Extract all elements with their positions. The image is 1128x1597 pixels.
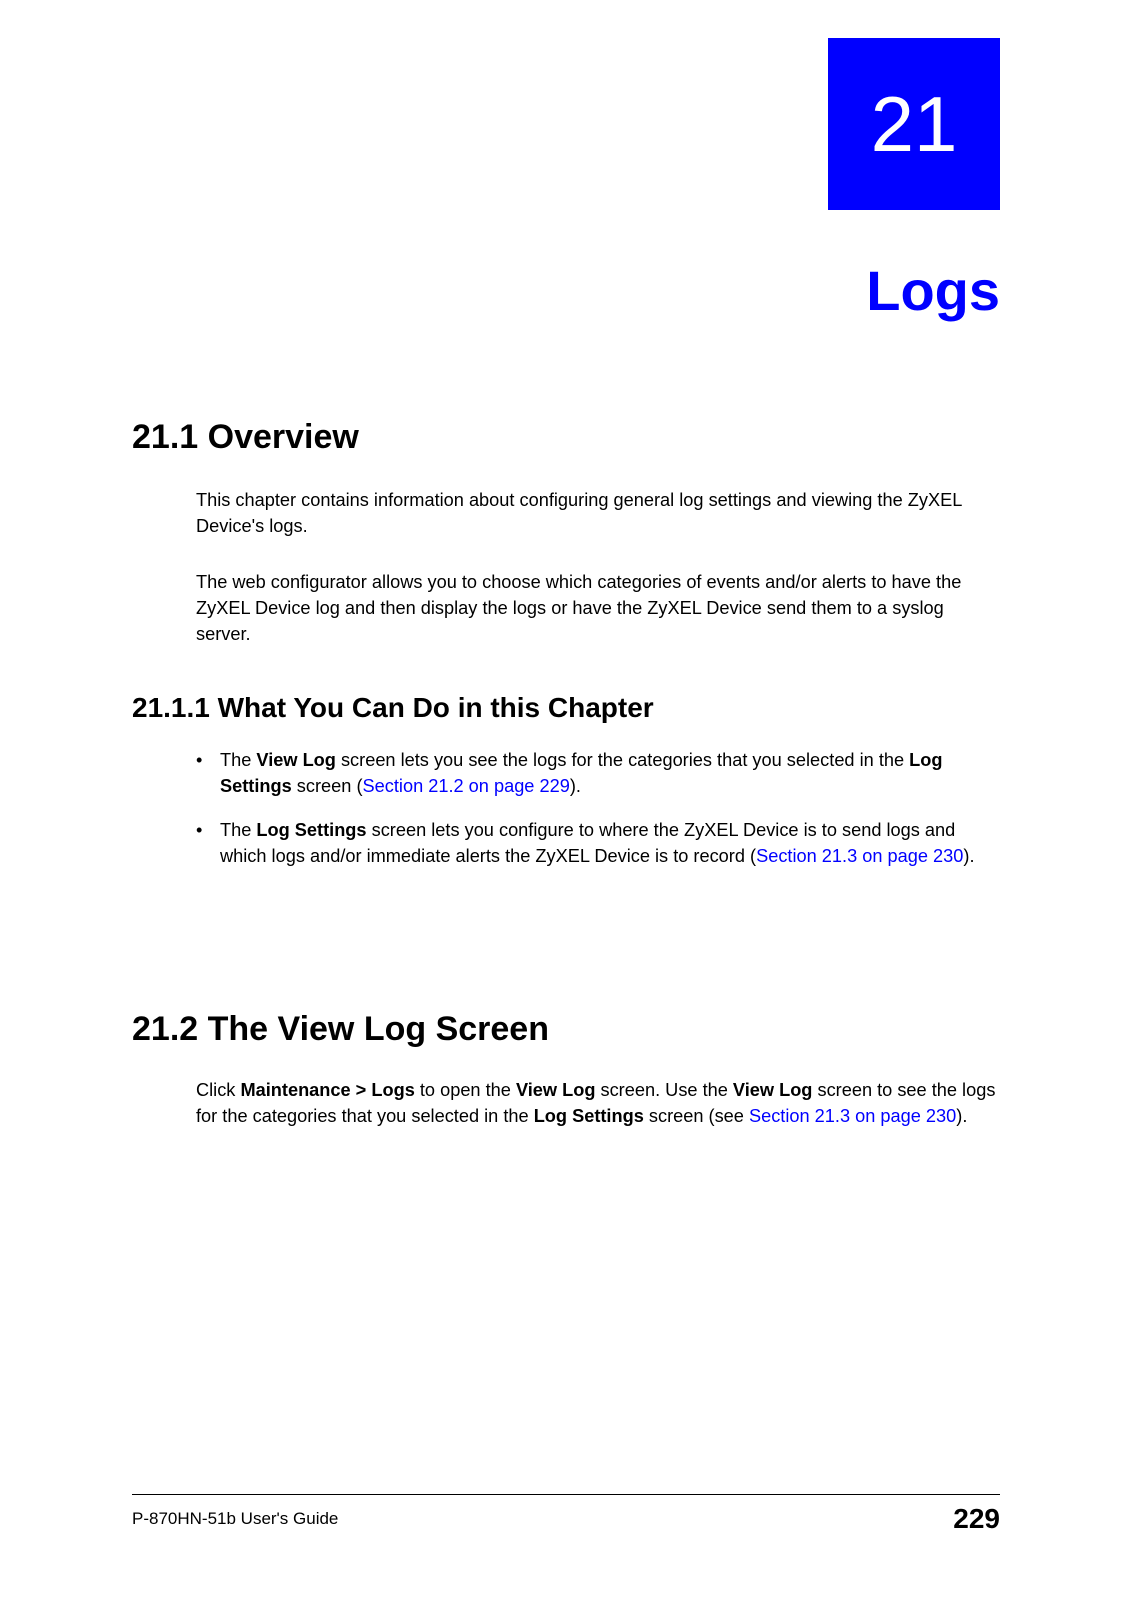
list-item: The Log Settings screen lets you configu… — [196, 818, 996, 870]
text: ). — [956, 1106, 967, 1126]
chapter-number: 21 — [871, 79, 958, 170]
text: screen (see — [644, 1106, 749, 1126]
bold-text: Maintenance > Logs — [240, 1080, 414, 1100]
bullet-list: The View Log screen lets you see the log… — [196, 748, 996, 887]
text: ). — [570, 776, 581, 796]
heading-what-you-can-do: 21.1.1 What You Can Do in this Chapter — [132, 692, 654, 724]
text: screen ( — [292, 776, 363, 796]
cross-ref-link[interactable]: Section 21.3 on page 230 — [749, 1106, 956, 1126]
page-footer: P-870HN-51b User's Guide 229 — [132, 1494, 1000, 1535]
bold-text: Log Settings — [534, 1106, 644, 1126]
chapter-title: Logs — [866, 258, 1000, 323]
document-page: 21 Logs 21.1 Overview This chapter conta… — [0, 0, 1128, 1597]
paragraph-overview-1: This chapter contains information about … — [196, 488, 996, 540]
bold-text: View Log — [516, 1080, 596, 1100]
footer-page-number: 229 — [953, 1503, 1000, 1535]
text: to open the — [415, 1080, 516, 1100]
heading-view-log-screen: 21.2 The View Log Screen — [132, 1010, 549, 1049]
text: ). — [963, 846, 974, 866]
bold-text: Log Settings — [256, 820, 366, 840]
footer-guide-name: P-870HN-51b User's Guide — [132, 1509, 338, 1529]
list-item: The View Log screen lets you see the log… — [196, 748, 996, 800]
chapter-number-box: 21 — [828, 38, 1000, 210]
text: The — [220, 820, 256, 840]
paragraph-view-log: Click Maintenance > Logs to open the Vie… — [196, 1078, 996, 1130]
heading-overview: 21.1 Overview — [132, 418, 359, 457]
bold-text: View Log — [733, 1080, 813, 1100]
paragraph-overview-2: The web configurator allows you to choos… — [196, 570, 996, 648]
text: The — [220, 750, 256, 770]
text: screen lets you see the logs for the cat… — [336, 750, 909, 770]
bold-text: View Log — [256, 750, 336, 770]
text: screen. Use the — [595, 1080, 732, 1100]
cross-ref-link[interactable]: Section 21.3 on page 230 — [756, 846, 963, 866]
text: Click — [196, 1080, 240, 1100]
cross-ref-link[interactable]: Section 21.2 on page 229 — [363, 776, 570, 796]
